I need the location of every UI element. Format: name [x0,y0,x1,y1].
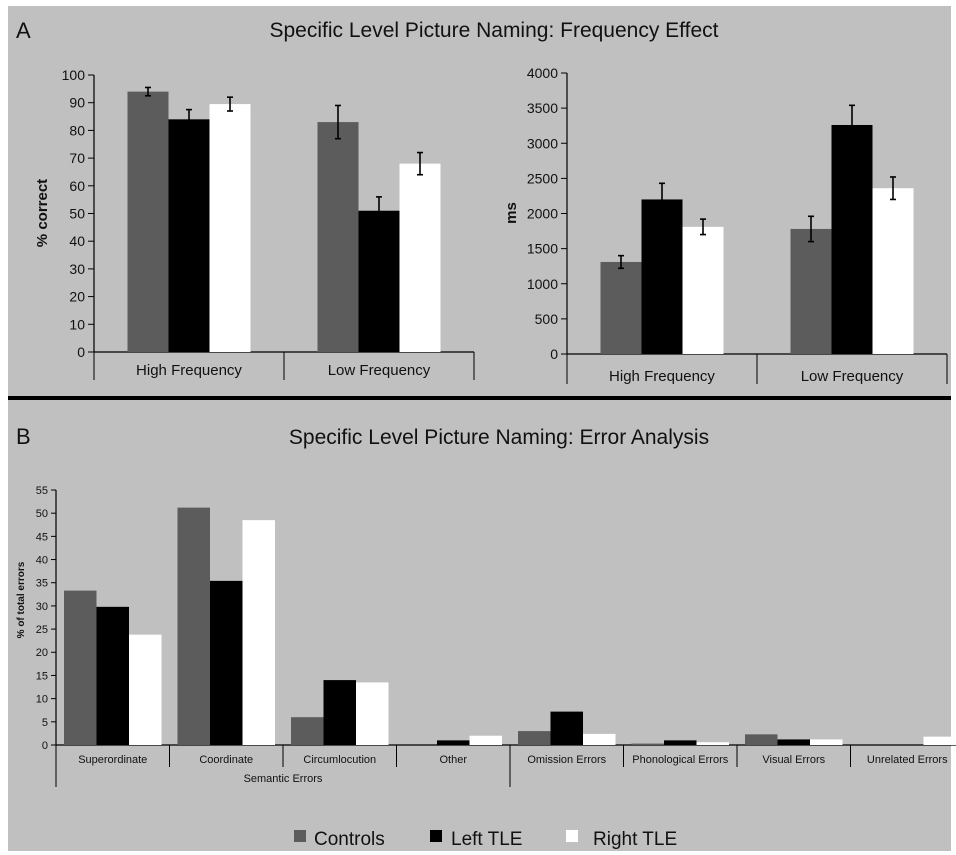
bar-right-tle-low-frequency [872,188,914,354]
bar-left-tle-phonological-errors [664,740,697,745]
y-tick-label: 45 [36,531,48,543]
bar-controls-coordinate [177,507,210,745]
category-label-superordinate: Superordinate [78,754,147,766]
y-axis-label: % correct [34,179,51,247]
bar-right-tle-circumlocution [356,682,389,745]
y-tick-label: 60 [69,178,85,194]
y-tick-label: 0 [550,346,558,362]
legend-label-right-tle: Right TLE [593,829,677,850]
bar-controls-low-frequency [790,228,832,354]
bar-left-tle-other [437,740,470,745]
category-label-high-frequency: High Frequency [609,368,715,385]
y-tick-label: 0 [42,740,48,752]
bar-right-tle-other [469,735,502,745]
y-tick-label: 55 [36,485,48,497]
bar-controls-visual-errors [745,734,778,745]
y-tick-label: 25 [36,624,48,636]
y-axis-label: ms [503,202,520,224]
bar-controls-high-frequency [600,261,642,354]
chart-reaction-time: 0 500 1000 1500 2000 2500 3000 3500 4000 ms High F… [503,65,948,385]
legend-swatch-controls [294,830,306,842]
bar-left-tle-omission-errors [550,711,583,745]
y-tick-label: 50 [36,508,48,520]
bar-controls-circumlocution [291,717,324,745]
y-tick-label: 35 [36,578,48,590]
bar-left-tle-coordinate [210,580,243,745]
bar-left-tle-circumlocution [323,680,356,745]
y-tick-label: 30 [69,261,85,277]
category-label-omission-errors: Omission Errors [527,754,606,766]
y-tick-label: 3000 [527,135,558,151]
y-tick-label: 70 [69,150,85,166]
bar-right-tle-phonological-errors [696,742,729,745]
y-tick-label: 40 [36,555,48,567]
panel-b-title: Specific Level Picture Naming: Error Ana… [289,426,709,449]
category-label-phonological-errors: Phonological Errors [632,754,728,766]
bar-left-tle-visual-errors [777,739,810,745]
y-tick-label: 100 [62,67,86,83]
bar-right-tle-omission-errors [583,733,616,745]
y-axis-label: % of total errors [16,561,27,638]
category-label-visual-errors: Visual Errors [762,754,825,766]
y-tick-label: 20 [69,289,85,305]
legend-swatch-right-tle [566,830,578,842]
category-label-low-frequency: Low Frequency [328,362,431,379]
bar-controls-low-frequency [317,122,359,352]
bar-controls-omission-errors [518,731,551,745]
category-label-high-frequency: High Frequency [136,362,242,379]
bar-left-tle-high-frequency [168,119,210,352]
bar-right-tle-coordinate [242,520,275,745]
legend: Controls Left TLE Right TLE [294,829,677,850]
y-tick-label: 1500 [527,241,558,257]
panel-divider [8,396,951,400]
y-tick-label: 0 [77,344,85,360]
chart-percent-correct: 0 10 20 30 40 50 60 70 80 90 100 % correct High Freq… [34,67,475,380]
bar-right-tle-superordinate [129,634,162,745]
legend-label-controls: Controls [314,829,385,850]
category-label-other: Other [439,754,467,766]
bar-right-tle-high-frequency [209,104,251,353]
y-tick-label: 500 [535,311,559,327]
legend-label-left-tle: Left TLE [451,829,522,850]
bar-right-tle-low-frequency [399,163,441,352]
category-label-circumlocution: Circumlocution [303,754,376,766]
panel-a-title: Specific Level Picture Naming: Frequency… [270,19,719,42]
bar-right-tle-unrelated-errors [923,736,956,745]
category-label-low-frequency: Low Frequency [801,368,904,385]
chart-error-analysis: 0 5 10 15 20 25 30 35 40 45 50 55 % of total errors S… [16,485,956,787]
y-tick-label: 15 [36,670,48,682]
category-group-label-semantic-errors: Semantic Errors [244,773,323,785]
category-label-unrelated-errors: Unrelated Errors [867,754,948,766]
y-tick-label: 30 [36,601,48,613]
y-tick-label: 80 [69,122,85,138]
y-tick-label: 10 [36,694,48,706]
bar-right-tle-visual-errors [810,739,843,745]
panel-b-letter: B [16,424,31,449]
y-tick-label: 20 [36,647,48,659]
bar-controls-phonological-errors [631,743,664,745]
y-tick-label: 90 [69,95,85,111]
bar-right-tle-high-frequency [682,226,724,354]
y-tick-label: 1000 [527,276,558,292]
y-tick-label: 4000 [527,65,558,81]
y-tick-label: 10 [69,316,85,332]
bar-left-tle-high-frequency [641,199,683,354]
y-tick-label: 5 [42,717,48,729]
category-label-coordinate: Coordinate [199,754,253,766]
bar-left-tle-low-frequency [358,210,400,352]
panel-a-letter: A [16,18,31,43]
y-tick-label: 40 [69,233,85,249]
legend-swatch-left-tle [430,830,442,842]
y-tick-label: 2000 [527,206,558,222]
bar-controls-high-frequency [127,91,169,353]
bar-controls-superordinate [64,590,97,745]
y-tick-label: 50 [69,206,85,222]
y-tick-label: 2500 [527,170,558,186]
bar-left-tle-low-frequency [831,124,873,354]
bar-left-tle-superordinate [96,606,129,745]
y-tick-label: 3500 [527,100,558,116]
